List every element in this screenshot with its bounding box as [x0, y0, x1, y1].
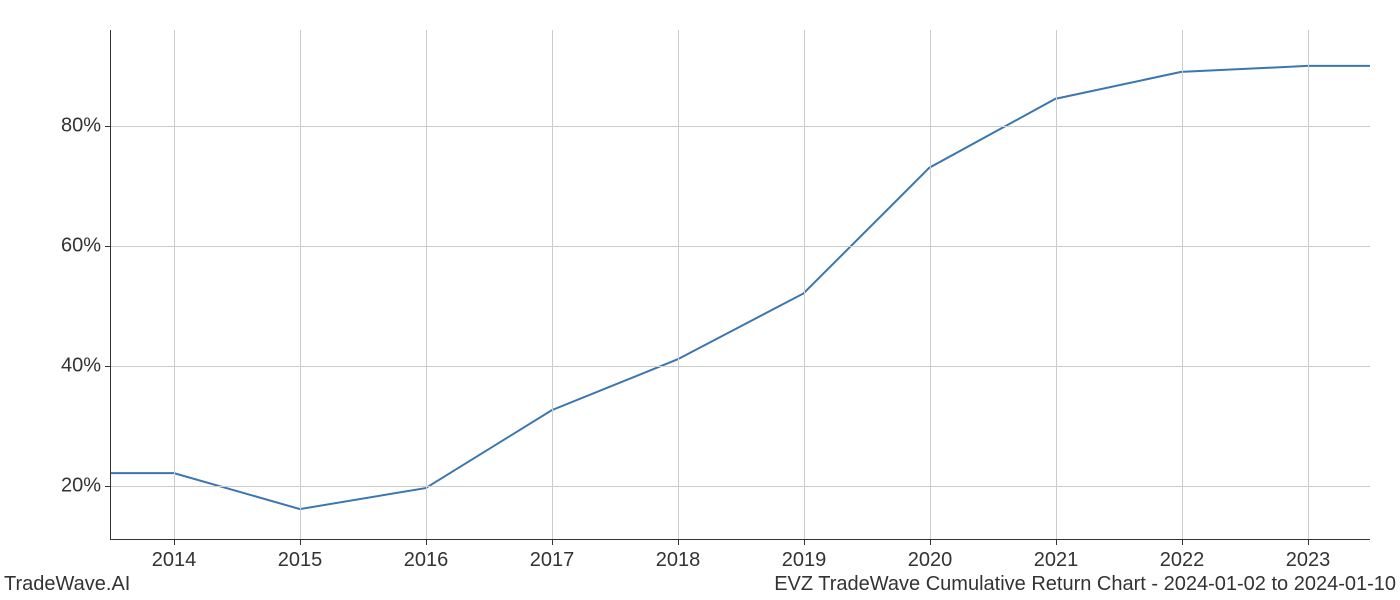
grid-line-vertical [930, 30, 931, 539]
grid-line-vertical [1056, 30, 1057, 539]
x-axis-label: 2023 [1286, 539, 1331, 572]
y-axis-label: 40% [61, 355, 111, 378]
x-axis-label: 2022 [1160, 539, 1205, 572]
grid-line-vertical [1308, 30, 1309, 539]
footer-brand: TradeWave.AI [4, 573, 130, 596]
x-axis-label: 2018 [656, 539, 701, 572]
y-axis-label: 80% [61, 115, 111, 138]
grid-line-vertical [426, 30, 427, 539]
grid-line-vertical [174, 30, 175, 539]
grid-line-vertical [678, 30, 679, 539]
chart-container: 20%40%60%80%2014201520162017201820192020… [110, 30, 1370, 540]
x-axis-label: 2021 [1034, 539, 1079, 572]
plot-area: 20%40%60%80%2014201520162017201820192020… [110, 30, 1370, 540]
y-axis-label: 20% [61, 475, 111, 498]
x-axis-label: 2019 [782, 539, 827, 572]
grid-line-vertical [300, 30, 301, 539]
footer-caption: EVZ TradeWave Cumulative Return Chart - … [774, 573, 1396, 596]
grid-line-vertical [552, 30, 553, 539]
x-axis-label: 2016 [404, 539, 449, 572]
x-axis-label: 2015 [278, 539, 323, 572]
grid-line-vertical [1182, 30, 1183, 539]
x-axis-label: 2014 [152, 539, 197, 572]
x-axis-label: 2017 [530, 539, 575, 572]
y-axis-label: 60% [61, 235, 111, 258]
x-axis-label: 2020 [908, 539, 953, 572]
grid-line-vertical [804, 30, 805, 539]
